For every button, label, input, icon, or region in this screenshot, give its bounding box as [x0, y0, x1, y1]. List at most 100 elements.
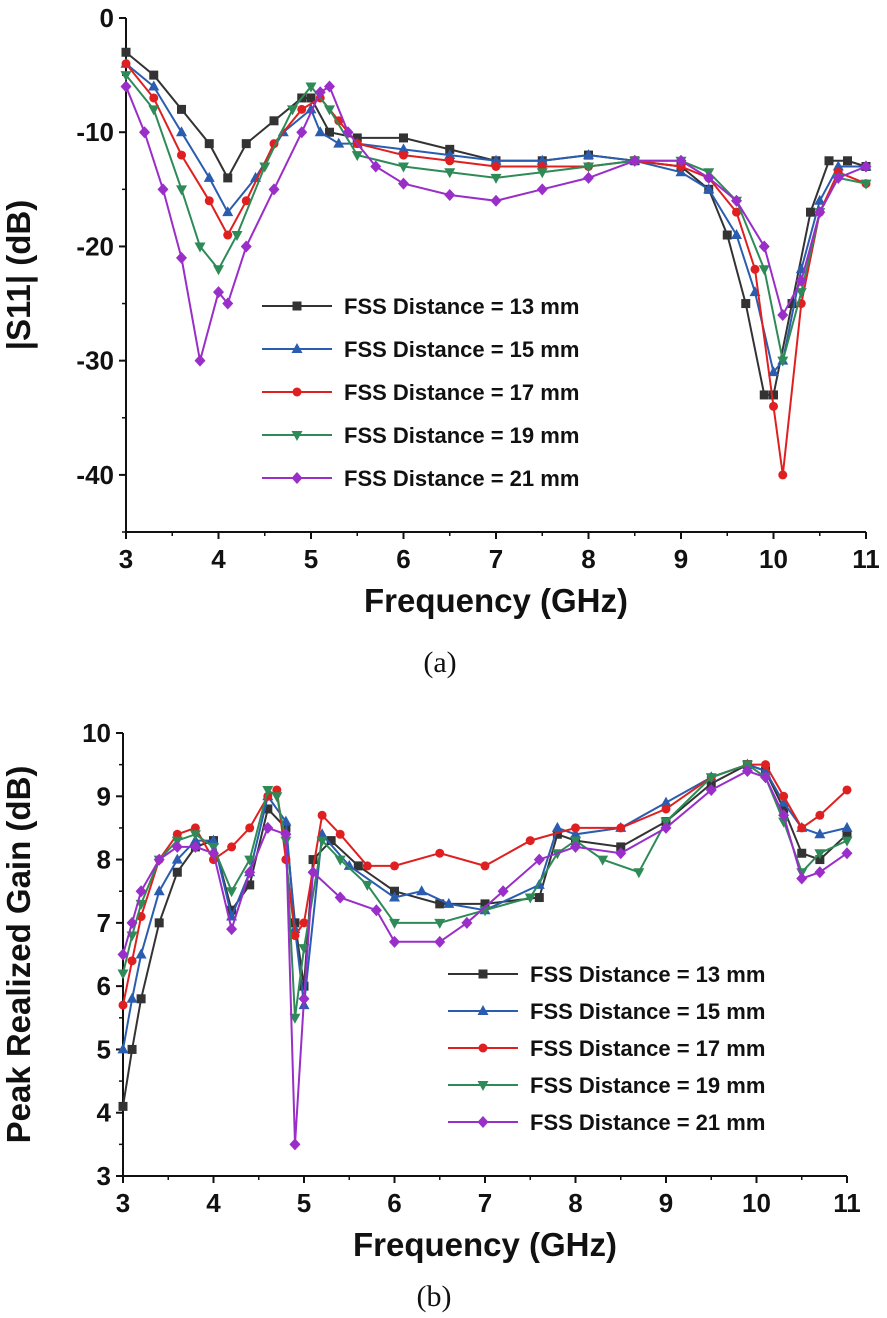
data-point — [117, 948, 129, 961]
x-tick-label: 5 — [304, 544, 318, 574]
data-point — [444, 168, 456, 179]
figure-caption: (a) — [423, 646, 456, 679]
data-point — [171, 840, 183, 853]
data-point — [814, 194, 826, 205]
data-point — [305, 103, 317, 114]
y-tick-label: -30 — [76, 346, 114, 376]
data-point — [597, 855, 609, 866]
legend-label: FSS Distance = 17 mm — [344, 380, 579, 405]
data-point — [250, 171, 261, 182]
data-point — [135, 948, 147, 959]
data-point — [814, 866, 826, 879]
data-point — [343, 859, 355, 870]
data-point — [362, 861, 372, 871]
data-point — [795, 274, 807, 287]
data-point — [841, 836, 853, 847]
series-line — [125, 74, 867, 361]
data-point — [389, 891, 400, 902]
y-tick-label: 9 — [97, 781, 111, 811]
data-point — [732, 207, 741, 217]
x-tick-label: 6 — [396, 544, 410, 574]
data-point — [443, 897, 455, 908]
data-point — [126, 992, 138, 1003]
data-point — [777, 356, 789, 367]
data-point — [226, 887, 238, 898]
x-tick-label: 4 — [206, 1188, 221, 1218]
data-point — [769, 390, 778, 400]
data-point — [570, 840, 581, 853]
legend-marker — [478, 969, 488, 979]
data-point — [370, 904, 382, 917]
data-point — [434, 918, 446, 929]
data-point — [536, 154, 548, 165]
data-point — [259, 162, 271, 173]
series-4 — [117, 764, 853, 1151]
legend-marker — [478, 1043, 488, 1053]
data-point — [741, 764, 753, 777]
data-point — [761, 760, 771, 770]
data-point — [390, 861, 399, 871]
data-point — [149, 93, 159, 103]
data-point — [126, 916, 138, 929]
data-point — [814, 849, 826, 860]
data-point — [616, 842, 626, 852]
data-point — [814, 206, 826, 219]
data-point — [333, 137, 345, 148]
data-point — [675, 154, 687, 167]
data-point — [241, 139, 251, 149]
data-point — [244, 866, 256, 879]
data-point — [240, 240, 252, 253]
data-point — [297, 104, 307, 114]
data-point — [325, 127, 334, 137]
legend-marker — [477, 1005, 489, 1015]
data-point — [497, 885, 509, 898]
data-point — [326, 836, 336, 846]
legend: FSS Distance = 13 mm FSS Distance = 15 mm… — [448, 962, 765, 1135]
data-point — [271, 792, 283, 803]
legend-entry: FSS Distance = 19 mm — [448, 1073, 765, 1098]
x-tick-label: 9 — [674, 544, 688, 574]
data-point — [342, 126, 354, 139]
legend-label: FSS Distance = 21 mm — [344, 466, 579, 491]
data-point — [314, 126, 326, 137]
data-point — [705, 783, 717, 796]
data-point — [703, 183, 715, 194]
data-point — [758, 240, 770, 253]
data-point — [139, 126, 150, 139]
data-point — [416, 885, 428, 896]
data-point — [399, 150, 408, 160]
data-point — [117, 969, 129, 980]
legend-entry: FSS Distance = 15 mm — [262, 337, 579, 362]
data-point — [262, 785, 274, 796]
data-point — [769, 401, 778, 411]
data-point — [525, 836, 535, 846]
series-2 — [121, 59, 871, 480]
legend-entry: FSS Distance = 17 mm — [448, 1036, 765, 1061]
legend-label: FSS Distance = 17 mm — [530, 1036, 765, 1061]
data-point — [245, 880, 255, 890]
x-tick-label: 3 — [116, 1188, 130, 1218]
data-point — [127, 1044, 137, 1054]
data-point — [334, 855, 346, 866]
data-point — [533, 853, 545, 866]
data-point — [120, 71, 132, 82]
x-tick-label: 9 — [659, 1188, 673, 1218]
data-point — [296, 126, 308, 139]
data-point — [390, 886, 399, 896]
data-point — [227, 905, 237, 915]
data-point — [194, 354, 206, 367]
data-point — [583, 162, 594, 173]
series-line — [125, 85, 867, 361]
data-point — [815, 855, 825, 865]
data-point — [204, 196, 214, 206]
data-point — [172, 829, 182, 839]
legend-entry: FSS Distance = 21 mm — [262, 466, 579, 491]
data-point — [779, 791, 789, 801]
data-point — [280, 828, 292, 841]
data-point — [616, 823, 626, 833]
legend-marker — [292, 301, 302, 311]
data-point — [189, 840, 201, 853]
data-point — [824, 156, 834, 166]
data-point — [445, 156, 455, 166]
